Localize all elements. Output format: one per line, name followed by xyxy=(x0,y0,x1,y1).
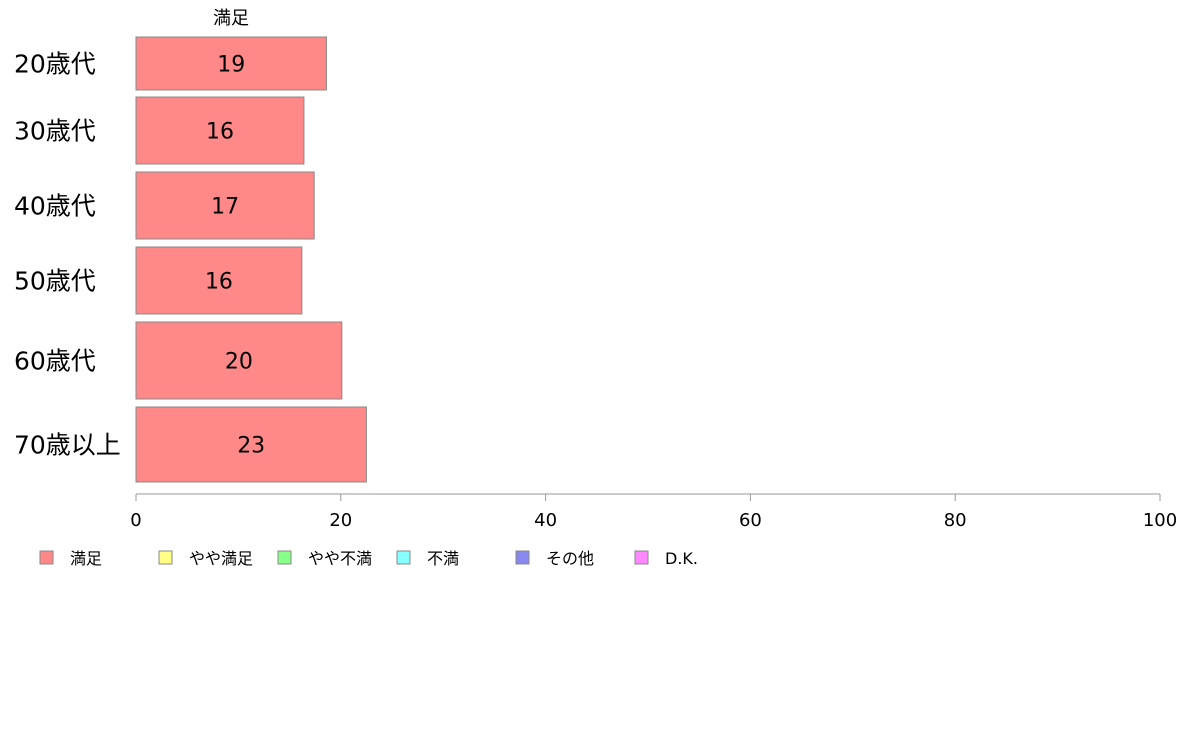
bar-value-label: 17 xyxy=(211,195,239,220)
x-tick-label: 20 xyxy=(329,510,352,531)
category-label: 50歳代 xyxy=(14,267,96,296)
legend-swatch xyxy=(396,550,411,565)
legend-swatch xyxy=(515,550,530,565)
category-label: 60歳代 xyxy=(14,347,96,376)
legend-label: 満足 xyxy=(70,549,102,568)
category-label: 40歳代 xyxy=(14,192,96,221)
category-label: 30歳代 xyxy=(14,117,96,146)
bar xyxy=(135,171,315,240)
bar-value-label: 20 xyxy=(225,350,253,375)
legend-label: やや不満 xyxy=(308,549,372,568)
bar-value-label: 23 xyxy=(237,434,265,459)
bar-value-label: 19 xyxy=(217,53,245,78)
legend-label: やや満足 xyxy=(189,549,253,568)
legend-label: 不満 xyxy=(427,549,459,568)
category-label: 20歳代 xyxy=(14,50,96,79)
legend-swatch xyxy=(39,550,54,565)
legend-swatch xyxy=(277,550,292,565)
bar-value-label: 16 xyxy=(205,270,233,295)
x-tick-label: 40 xyxy=(534,510,557,531)
legend-swatch xyxy=(158,550,173,565)
category-label: 70歳以上 xyxy=(14,431,121,460)
bar xyxy=(135,96,305,165)
bar xyxy=(135,406,367,483)
x-axis: 0 20 40 60 80 100 xyxy=(130,493,1177,531)
bar xyxy=(135,246,303,315)
category-labels: 20歳代 30歳代 40歳代 50歳代 60歳代 70歳以上 xyxy=(14,50,121,460)
x-tick-label: 80 xyxy=(944,510,967,531)
legend: 満足 やや満足 やや不満 不満 その他 D.K. xyxy=(39,549,698,568)
series-header: 満足 xyxy=(213,8,249,29)
legend-swatch xyxy=(634,550,649,565)
bar-value-label: 16 xyxy=(206,120,234,145)
x-tick-label: 0 xyxy=(130,510,141,531)
bars: 19 16 17 16 20 23 xyxy=(135,36,367,483)
legend-label: D.K. xyxy=(665,549,698,568)
x-tick-label: 60 xyxy=(739,510,762,531)
bar xyxy=(135,321,343,400)
bar xyxy=(135,36,327,91)
legend-label: その他 xyxy=(546,549,594,568)
x-tick-label: 100 xyxy=(1143,510,1177,531)
